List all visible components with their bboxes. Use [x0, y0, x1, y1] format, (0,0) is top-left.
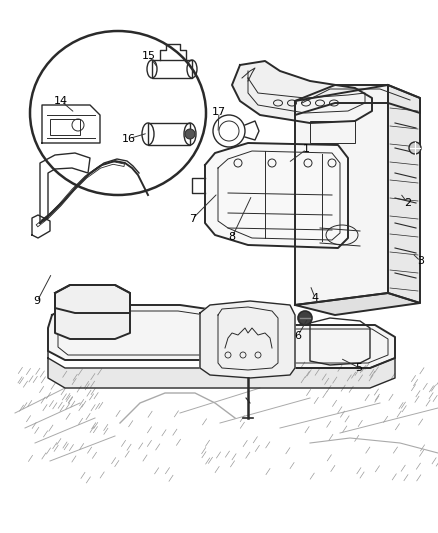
Bar — [50, 119, 80, 135]
Text: 8: 8 — [229, 232, 236, 242]
Polygon shape — [48, 351, 395, 388]
Bar — [152, 60, 192, 78]
Circle shape — [298, 311, 312, 325]
Text: 14: 14 — [54, 96, 68, 106]
Polygon shape — [295, 85, 388, 305]
Text: 5: 5 — [356, 363, 363, 373]
Text: 17: 17 — [212, 107, 226, 117]
Polygon shape — [48, 305, 395, 368]
Polygon shape — [232, 61, 372, 123]
Text: 1: 1 — [303, 144, 310, 154]
Circle shape — [409, 142, 421, 154]
Text: 6: 6 — [294, 331, 301, 341]
Text: 9: 9 — [34, 296, 41, 306]
Polygon shape — [55, 285, 130, 313]
Circle shape — [185, 129, 195, 139]
Polygon shape — [200, 301, 295, 378]
Text: 4: 4 — [312, 294, 319, 303]
Bar — [148, 123, 190, 145]
Text: 3: 3 — [417, 256, 424, 266]
Text: 2: 2 — [404, 198, 411, 207]
Text: 7: 7 — [189, 214, 196, 223]
Polygon shape — [295, 85, 420, 115]
Polygon shape — [205, 143, 348, 248]
Text: 16: 16 — [122, 134, 136, 143]
Bar — [310, 121, 355, 143]
Polygon shape — [388, 85, 420, 303]
Text: 15: 15 — [142, 51, 156, 61]
Polygon shape — [295, 293, 420, 315]
Polygon shape — [55, 285, 130, 339]
